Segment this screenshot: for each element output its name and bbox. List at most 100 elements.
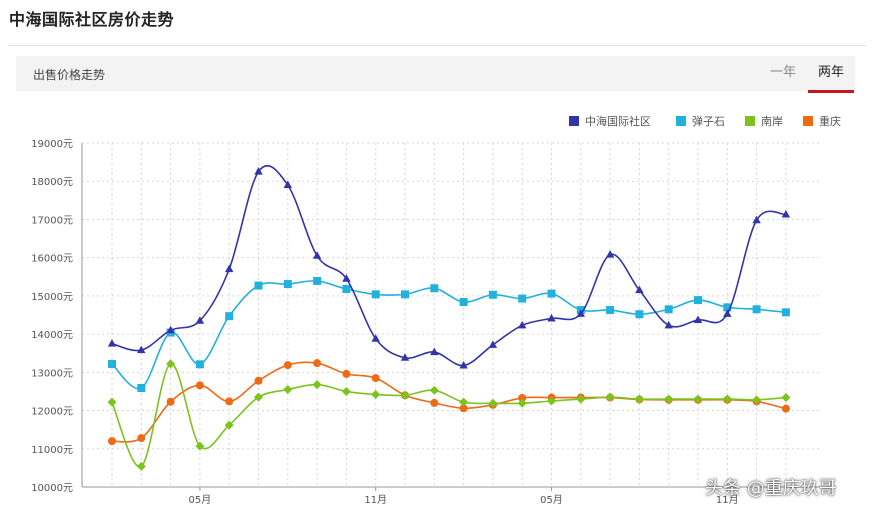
data-point-nanan bbox=[547, 396, 556, 406]
data-point-chongqing bbox=[459, 404, 468, 413]
data-point-zhonghai bbox=[547, 313, 556, 322]
data-point-nanan bbox=[312, 380, 322, 390]
data-point-chongqing bbox=[342, 369, 351, 378]
y-tick-label: 13000元 bbox=[31, 368, 73, 379]
data-point-danzishi bbox=[781, 308, 790, 317]
price-line-chart: 10000元 11000元 12000元 13000元 14000元 15000元 1600… bbox=[31, 114, 841, 506]
data-point-zhonghai bbox=[283, 180, 292, 189]
data-point-zhonghai bbox=[107, 339, 117, 347]
data-point-danzishi bbox=[283, 280, 292, 289]
legend-label-chongqing: 重庆 bbox=[819, 114, 841, 128]
tab-two-years[interactable]: 两年 bbox=[808, 56, 854, 93]
tab-two-years-label: 两年 bbox=[817, 65, 844, 80]
data-point-nanan bbox=[664, 394, 674, 404]
data-point-danzishi bbox=[694, 296, 702, 305]
data-point-nanan bbox=[341, 386, 351, 396]
data-point-nanan bbox=[488, 398, 498, 408]
title-divider bbox=[8, 45, 866, 46]
data-point-zhonghai bbox=[342, 274, 351, 282]
data-point-danzishi bbox=[254, 281, 263, 290]
legend-swatch-danzishi bbox=[676, 116, 686, 126]
y-tick-label: 18000元 bbox=[31, 177, 73, 188]
data-point-danzishi bbox=[635, 310, 644, 319]
data-point-chongqing bbox=[518, 393, 527, 402]
data-point-nanan bbox=[136, 461, 146, 471]
data-point-nanan bbox=[283, 385, 293, 395]
data-point-danzishi bbox=[137, 384, 146, 393]
data-point-chongqing bbox=[166, 397, 175, 406]
y-tick-label: 11000元 bbox=[31, 445, 73, 456]
legend-swatch-chongqing bbox=[803, 116, 813, 126]
data-point-danzishi bbox=[108, 359, 116, 368]
data-point-zhonghai bbox=[488, 340, 498, 348]
data-point-chongqing bbox=[371, 374, 380, 383]
data-point-nanan bbox=[371, 390, 381, 400]
price-trend-tab-bar: 出售价格走势 一年 两年 bbox=[16, 56, 855, 93]
data-point-danzishi bbox=[459, 298, 468, 307]
data-point-chongqing bbox=[781, 404, 790, 413]
data-point-zhonghai bbox=[664, 320, 673, 329]
data-point-zhonghai bbox=[459, 360, 468, 369]
data-point-danzishi bbox=[547, 289, 556, 298]
data-point-nanan bbox=[254, 392, 263, 402]
data-point-nanan bbox=[224, 420, 234, 430]
data-point-danzishi bbox=[488, 290, 497, 299]
legend-label-danzishi: 弹子石 bbox=[692, 114, 725, 128]
data-point-nanan bbox=[693, 394, 703, 404]
data-point-danzishi bbox=[430, 284, 439, 293]
data-point-zhonghai bbox=[781, 209, 791, 218]
data-point-danzishi bbox=[195, 360, 204, 369]
y-tick-label: 16000元 bbox=[31, 254, 73, 265]
data-point-nanan bbox=[634, 394, 644, 404]
data-point-chongqing bbox=[225, 397, 234, 406]
data-point-zhonghai bbox=[430, 347, 439, 356]
data-point-nanan bbox=[107, 397, 117, 407]
data-point-danzishi bbox=[664, 305, 673, 314]
data-point-zhonghai bbox=[225, 264, 234, 273]
data-point-chongqing bbox=[313, 359, 322, 368]
data-point-zhonghai bbox=[693, 315, 703, 323]
data-point-chongqing bbox=[195, 381, 204, 390]
data-point-chongqing bbox=[283, 361, 292, 370]
data-point-nanan bbox=[605, 392, 615, 402]
data-point-nanan bbox=[429, 385, 439, 395]
data-point-zhonghai bbox=[752, 215, 761, 224]
data-point-nanan bbox=[781, 393, 791, 403]
y-tick-label: 10000元 bbox=[31, 483, 73, 494]
data-point-zhonghai bbox=[312, 251, 322, 259]
tab-one-year[interactable]: 一年 bbox=[769, 65, 796, 80]
legend-swatch-zhonghai bbox=[569, 116, 579, 126]
data-point-chongqing bbox=[430, 398, 439, 407]
data-point-danzishi bbox=[401, 290, 409, 299]
sale-price-trend-label: 出售价格走势 bbox=[33, 68, 106, 82]
data-point-nanan bbox=[195, 441, 205, 451]
data-point-zhonghai bbox=[518, 320, 527, 329]
data-point-chongqing bbox=[137, 434, 146, 443]
data-point-nanan bbox=[517, 398, 527, 408]
data-point-danzishi bbox=[518, 294, 527, 303]
data-point-danzishi bbox=[225, 312, 234, 321]
y-tick-label: 15000元 bbox=[31, 292, 73, 303]
x-tick-label: 11月 bbox=[364, 494, 387, 506]
data-point-zhonghai bbox=[635, 285, 644, 294]
data-point-danzishi bbox=[313, 276, 322, 285]
legend-label-nanan: 南岸 bbox=[761, 115, 783, 128]
x-tick-label: 05月 bbox=[189, 494, 212, 506]
data-point-zhonghai bbox=[605, 250, 615, 258]
data-point-zhonghai bbox=[723, 309, 732, 317]
data-point-nanan bbox=[576, 394, 586, 404]
y-tick-label: 17000元 bbox=[31, 215, 73, 226]
data-point-danzishi bbox=[723, 303, 732, 312]
y-tick-label: 19000元 bbox=[31, 139, 73, 150]
series-line-nanan bbox=[111, 363, 786, 468]
data-point-nanan bbox=[752, 395, 762, 405]
data-point-chongqing bbox=[254, 376, 263, 385]
legend-swatch-nanan bbox=[745, 116, 755, 126]
data-point-nanan bbox=[459, 397, 469, 407]
data-point-zhonghai bbox=[137, 345, 146, 354]
data-point-zhonghai bbox=[400, 353, 410, 361]
data-point-nanan bbox=[722, 394, 732, 404]
data-point-zhonghai bbox=[195, 316, 205, 324]
data-point-zhonghai bbox=[254, 167, 263, 175]
data-point-chongqing bbox=[108, 437, 116, 446]
